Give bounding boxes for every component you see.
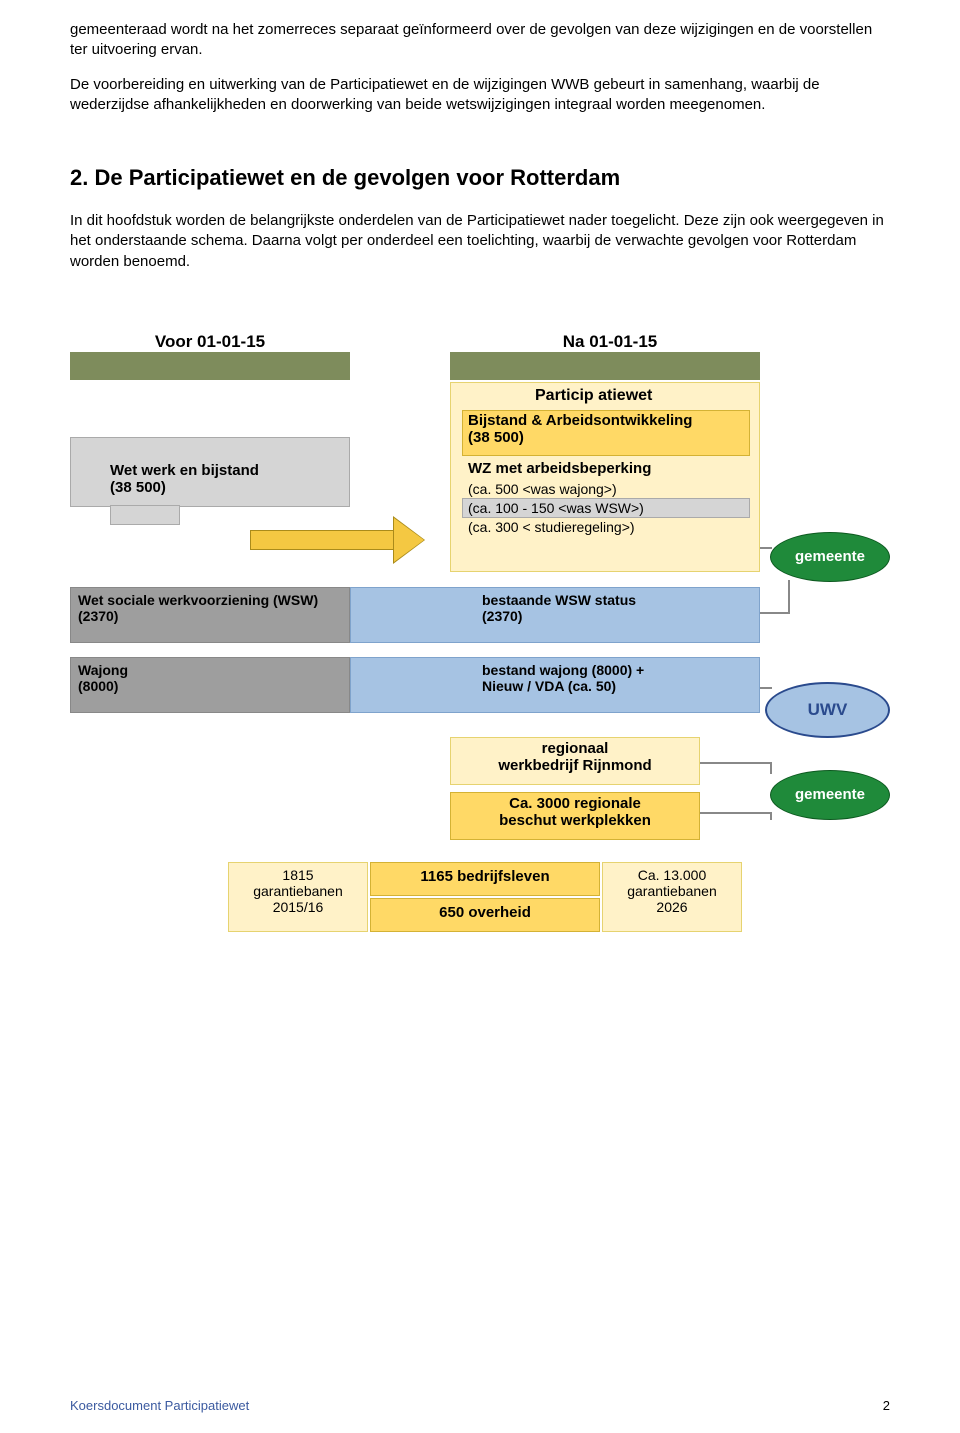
participatiewet-title: Particip atiewet	[535, 387, 735, 405]
wajong-left-label: Wajong (8000)	[78, 662, 350, 694]
header-strip-right	[450, 352, 760, 380]
conn-gemeente-top-2	[760, 612, 790, 614]
wwb-left-label: Wet werk en bijstand (38 500)	[110, 462, 340, 496]
header-left-label: Voor 01-01-15	[110, 332, 310, 352]
conn-gemeente-top-v	[788, 580, 790, 614]
overheid-label: 650 overheid	[370, 904, 600, 921]
wz-header: WZ met arbeidsbeperking	[468, 460, 748, 477]
arrow-shaft	[250, 530, 395, 550]
intro-paragraph-1: gemeenteraad wordt na het zomerreces sep…	[70, 20, 890, 61]
header-strip-left	[70, 352, 350, 380]
gemeente-label-2: gemeente	[795, 786, 865, 803]
conn-gemeente-bottom-v2	[770, 812, 772, 820]
conn-gemeente-top-1	[760, 547, 772, 549]
wz-lines: (ca. 500 <was wajong>) (ca. 100 - 150 <w…	[468, 480, 748, 537]
uwv-label: UWV	[808, 700, 848, 720]
gemeente-label-1: gemeente	[795, 548, 865, 565]
conn-uwv	[760, 687, 772, 689]
beschut-label: Ca. 3000 regionale beschut werkplekken	[450, 795, 700, 829]
footer-doc-title: Koersdocument Participatiewet	[70, 1398, 249, 1413]
footer-page-number: 2	[883, 1398, 890, 1413]
conn-gemeente-bottom-2	[700, 812, 772, 814]
arrow-head	[394, 518, 424, 562]
intro-paragraph-2: De voorbereiding en uitwerking van de Pa…	[70, 75, 890, 116]
conn-gemeente-bottom-v	[770, 762, 772, 774]
wsw-left-label: Wet sociale werkvoorziening (WSW) (2370)	[78, 592, 350, 624]
garantie-left-label: 1815 garantiebanen 2015/16	[228, 867, 368, 915]
page-footer: Koersdocument Participatiewet 2	[70, 1398, 890, 1413]
bijstand-label: Bijstand & Arbeidsontwikkeling (38 500)	[468, 412, 744, 446]
gemeente-oval-top: gemeente	[770, 532, 890, 582]
conn-gemeente-bottom-1	[700, 762, 772, 764]
wwb-left-subbox	[110, 505, 180, 525]
participatiewet-diagram: Voor 01-01-15 Na 01-01-15 Particip atiew…	[70, 332, 890, 1012]
section-paragraph: In dit hoofdstuk worden de belangrijkste…	[70, 211, 890, 272]
wajong-right-label: bestand wajong (8000) + Nieuw / VDA (ca.…	[482, 662, 742, 694]
wsw-right-label: bestaande WSW status (2370)	[482, 592, 742, 624]
garantie-right-label: Ca. 13.000 garantiebanen 2026	[602, 867, 742, 915]
header-right-label: Na 01-01-15	[510, 332, 710, 352]
section-heading: 2. De Participatiewet en de gevolgen voo…	[70, 165, 890, 191]
gemeente-oval-bottom: gemeente	[770, 770, 890, 820]
bedrijfsleven-label: 1165 bedrijfsleven	[370, 868, 600, 885]
regionaal-label: regionaal werkbedrijf Rijnmond	[450, 740, 700, 774]
uwv-ellipse: UWV	[765, 682, 890, 738]
